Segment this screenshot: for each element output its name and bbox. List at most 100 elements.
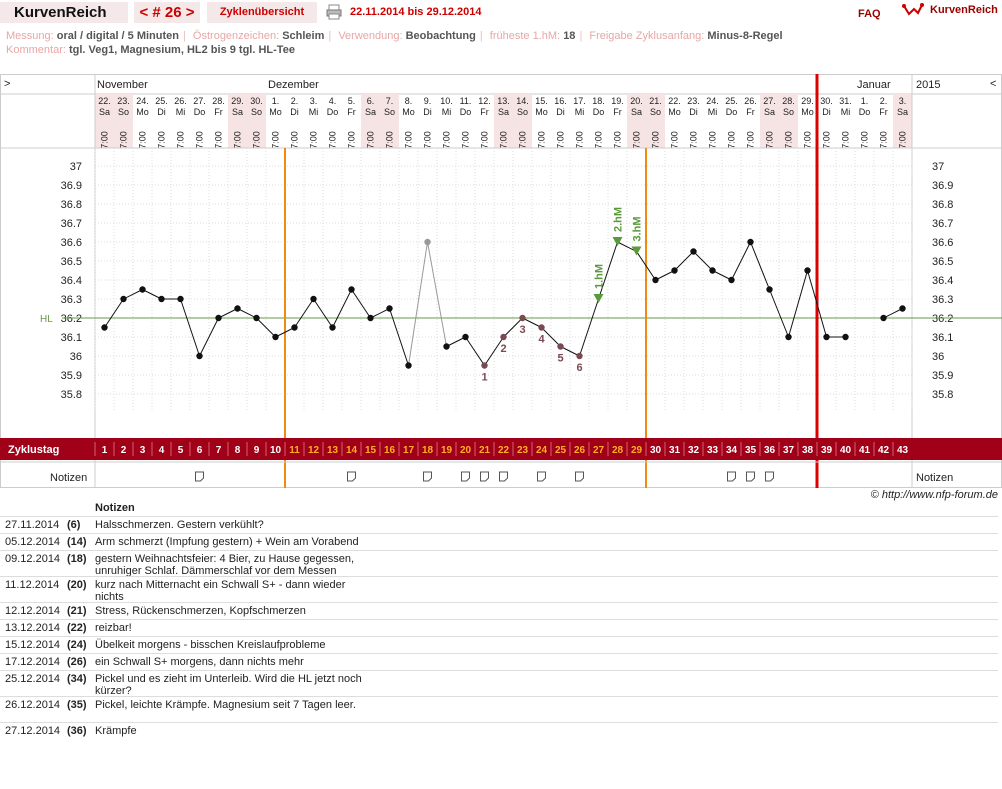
measure-time: 7:00 [271, 131, 281, 149]
y-tick-label-left: 36.4 [61, 275, 82, 287]
note-icon[interactable] [347, 471, 356, 482]
note-icon[interactable] [461, 471, 470, 482]
weekend-header-cell [779, 94, 798, 148]
note-icon[interactable] [746, 471, 755, 482]
y-tick-label-right: 36.1 [932, 332, 953, 344]
measure-time: 7:00 [328, 131, 338, 149]
day-number: 17. [573, 96, 586, 106]
note-text: Übelkeit morgens - bisschen Kreislaufpro… [95, 639, 326, 651]
year-label: 2015 [916, 79, 940, 91]
day-weekday: Fr [214, 107, 223, 117]
day-number: 25. [155, 96, 168, 106]
temperature-segment [731, 241, 751, 281]
note-cycle-day: (14) [67, 536, 87, 548]
temperature-segment [275, 327, 295, 338]
temperature-point [652, 276, 659, 284]
note-icon[interactable] [195, 471, 204, 482]
notes-header: Notizen [95, 502, 135, 514]
cycle-day-number: 32 [688, 445, 700, 456]
temperature-point [120, 295, 127, 303]
cycle-day-bar [0, 438, 1002, 460]
temperature-segment [389, 308, 409, 366]
temperature-point [405, 362, 412, 369]
day-weekday: Sa [631, 107, 642, 117]
note-icon[interactable] [499, 471, 508, 482]
day-weekday: Do [194, 107, 206, 117]
temperature-point [196, 352, 203, 360]
temperature-point [690, 248, 697, 255]
day-number: 2. [291, 96, 299, 106]
temperature-point [804, 267, 811, 274]
measure-time: 7:00 [385, 131, 395, 149]
low-temperature-label: 4 [538, 334, 545, 346]
temperature-segment [237, 308, 257, 319]
y-tick-label-right: 36.7 [932, 218, 953, 230]
measure-time: 7:00 [157, 131, 167, 149]
weekend-header-cell [114, 94, 133, 148]
day-weekday: Fr [879, 107, 888, 117]
cycle-day-number: 23 [517, 445, 529, 456]
cycle-day-number: 43 [897, 445, 909, 456]
day-weekday: So [384, 107, 395, 117]
note-icon[interactable] [727, 471, 736, 482]
cycle-day-number: 35 [745, 445, 757, 456]
temperature-segment [598, 241, 618, 300]
day-weekday: So [517, 107, 528, 117]
temperature-point [158, 295, 165, 303]
note-icon[interactable] [765, 471, 774, 482]
release-value: Minus-8-Regel [707, 30, 783, 42]
day-weekday: Mo [668, 107, 681, 117]
cycle-overview-link[interactable]: Zyklenübersicht [207, 2, 317, 23]
low-temperature-point [519, 314, 526, 322]
note-date: 27.11.2014 [5, 519, 60, 531]
temperature-point [348, 286, 355, 293]
weekend-header-cell [95, 94, 114, 148]
y-tick-label-right: 36.3 [932, 294, 953, 306]
high-measurement-label: 2.hM [613, 207, 625, 232]
low-temperature-point [538, 324, 545, 331]
app-title[interactable]: KurvenReich [0, 2, 128, 23]
day-weekday: Fr [347, 107, 356, 117]
y-tick-label-left: 37 [70, 161, 82, 173]
cycle-navigation[interactable]: < # 26 > [134, 2, 200, 23]
day-number: 22. [98, 96, 111, 106]
measure-time: 7:00 [841, 131, 851, 149]
copyright: © http://www.nfp-forum.de [870, 489, 998, 501]
cycle-day-number: 10 [270, 445, 282, 456]
temperature-point [766, 286, 773, 293]
measure-time: 7:00 [803, 131, 813, 149]
day-weekday: Fr [746, 107, 755, 117]
temperature-segment [636, 251, 656, 281]
temperature-point [291, 324, 298, 331]
y-tick-label-left: 36.3 [61, 294, 82, 306]
day-weekday: So [783, 107, 794, 117]
note-icon[interactable] [480, 471, 489, 482]
printer-icon[interactable] [326, 4, 342, 20]
day-number: 23. [117, 96, 130, 106]
note-icon[interactable] [423, 471, 432, 482]
cycle-day-label: Zyklustag [8, 444, 59, 456]
high-measurement-marker [593, 294, 604, 303]
note-icon[interactable] [537, 471, 546, 482]
y-tick-label-right: 36.5 [932, 256, 953, 268]
top-bar: KurvenReich < # 26 > Zyklenübersicht 22.… [0, 0, 1002, 26]
day-number: 26. [174, 96, 187, 106]
temperature-segment [256, 317, 276, 338]
measure-time: 7:00 [670, 131, 680, 149]
logo[interactable]: KurvenReich [902, 2, 1002, 22]
y-tick-label-right: 36.2 [932, 313, 953, 325]
month-label: Januar [857, 79, 891, 91]
faq-link[interactable]: FAQ [858, 8, 881, 20]
earliest-label: früheste 1.hM: [489, 30, 561, 42]
day-number: 14. [516, 96, 529, 106]
day-weekday: Do [726, 107, 738, 117]
temperature-point [671, 267, 678, 274]
day-number: 13. [497, 96, 510, 106]
note-cycle-day: (21) [67, 605, 87, 617]
high-measurement-label: 1.hM [594, 264, 606, 289]
note-icon[interactable] [575, 471, 584, 482]
measure-time: 7:00 [613, 131, 623, 149]
day-weekday: Di [556, 107, 565, 117]
day-number: 29. [231, 96, 244, 106]
cycle-day-number: 34 [726, 445, 738, 456]
